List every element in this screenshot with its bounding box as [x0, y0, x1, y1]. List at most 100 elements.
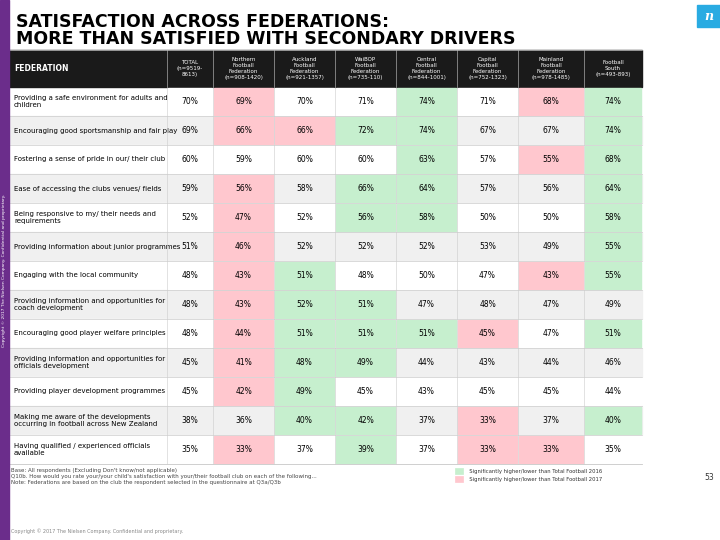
- Text: Encouraging good sportsmanship and fair play: Encouraging good sportsmanship and fair …: [14, 127, 177, 133]
- Bar: [168, 117, 212, 144]
- Text: 55%: 55%: [605, 271, 621, 280]
- Bar: [275, 291, 334, 318]
- Bar: [214, 175, 273, 202]
- Text: 58%: 58%: [605, 213, 621, 222]
- Text: 72%: 72%: [357, 126, 374, 135]
- Text: 42%: 42%: [235, 387, 252, 396]
- Bar: [168, 175, 212, 202]
- Bar: [214, 378, 273, 405]
- Bar: [458, 204, 517, 231]
- Text: 48%: 48%: [479, 300, 496, 309]
- Bar: [9, 232, 642, 261]
- Text: 58%: 58%: [296, 184, 313, 193]
- Bar: [275, 407, 334, 434]
- Text: 49%: 49%: [605, 300, 621, 309]
- Text: 53%: 53%: [479, 242, 496, 251]
- Bar: [336, 378, 395, 405]
- Bar: [697, 5, 720, 27]
- Bar: [168, 320, 212, 347]
- Text: 47%: 47%: [543, 300, 559, 309]
- Bar: [214, 349, 273, 376]
- Bar: [214, 204, 273, 231]
- Text: Significantly higher/lower than Total Football 2016: Significantly higher/lower than Total Fo…: [466, 469, 602, 474]
- Bar: [585, 262, 641, 289]
- Text: 49%: 49%: [543, 242, 559, 251]
- Bar: [214, 117, 273, 144]
- Text: 33%: 33%: [479, 416, 496, 425]
- Bar: [519, 291, 583, 318]
- Bar: [275, 204, 334, 231]
- Bar: [585, 407, 641, 434]
- Text: 68%: 68%: [543, 97, 559, 106]
- Bar: [519, 233, 583, 260]
- Bar: [214, 233, 273, 260]
- Text: 39%: 39%: [357, 445, 374, 454]
- Text: 45%: 45%: [357, 387, 374, 396]
- Bar: [275, 117, 334, 144]
- Bar: [458, 407, 517, 434]
- Bar: [519, 407, 583, 434]
- Text: 51%: 51%: [296, 329, 313, 338]
- Bar: [519, 349, 583, 376]
- Text: 33%: 33%: [543, 445, 559, 454]
- Bar: [458, 349, 517, 376]
- Bar: [168, 204, 212, 231]
- Text: 45%: 45%: [181, 358, 199, 367]
- Text: 51%: 51%: [181, 242, 199, 251]
- Bar: [336, 88, 395, 115]
- Bar: [397, 262, 456, 289]
- Text: Fostering a sense of pride in our/ their club: Fostering a sense of pride in our/ their…: [14, 157, 165, 163]
- Bar: [455, 476, 463, 482]
- Bar: [336, 175, 395, 202]
- Bar: [168, 291, 212, 318]
- Bar: [585, 175, 641, 202]
- Bar: [397, 233, 456, 260]
- Text: 55%: 55%: [605, 242, 621, 251]
- Bar: [214, 320, 273, 347]
- Bar: [9, 435, 642, 464]
- Text: 35%: 35%: [605, 445, 621, 454]
- Bar: [9, 319, 642, 348]
- Text: 57%: 57%: [479, 184, 496, 193]
- Text: Football
South
(n=493-893): Football South (n=493-893): [595, 60, 631, 77]
- Bar: [458, 88, 517, 115]
- Text: 51%: 51%: [605, 329, 621, 338]
- Text: 48%: 48%: [357, 271, 374, 280]
- Bar: [9, 203, 642, 232]
- Bar: [585, 349, 641, 376]
- Text: Providing player development programmes: Providing player development programmes: [14, 388, 165, 395]
- Bar: [519, 204, 583, 231]
- Text: 55%: 55%: [543, 155, 559, 164]
- Text: Base: All respondents (Excluding Don't know/not applicable): Base: All respondents (Excluding Don't k…: [11, 468, 177, 473]
- Text: 48%: 48%: [181, 271, 199, 280]
- Bar: [458, 291, 517, 318]
- Bar: [458, 146, 517, 173]
- Text: Significantly higher/lower than Total Football 2017: Significantly higher/lower than Total Fo…: [466, 476, 602, 482]
- Text: Providing information and opportunities for
officials development: Providing information and opportunities …: [14, 356, 165, 369]
- Text: 71%: 71%: [357, 97, 374, 106]
- Text: 47%: 47%: [543, 329, 559, 338]
- Bar: [214, 436, 273, 463]
- Bar: [336, 117, 395, 144]
- Bar: [336, 233, 395, 260]
- Text: Engaging with the local community: Engaging with the local community: [14, 273, 138, 279]
- Text: 56%: 56%: [235, 184, 252, 193]
- Text: 44%: 44%: [543, 358, 559, 367]
- Bar: [214, 88, 273, 115]
- Bar: [585, 88, 641, 115]
- Bar: [519, 117, 583, 144]
- Bar: [168, 436, 212, 463]
- Bar: [275, 175, 334, 202]
- Bar: [214, 291, 273, 318]
- Bar: [458, 233, 517, 260]
- Text: Central
Football
Federation
(n=844-1001): Central Football Federation (n=844-1001): [407, 57, 446, 80]
- Text: 47%: 47%: [235, 213, 252, 222]
- Text: 50%: 50%: [543, 213, 559, 222]
- Bar: [9, 116, 642, 145]
- Bar: [397, 204, 456, 231]
- Bar: [214, 407, 273, 434]
- Text: 37%: 37%: [418, 416, 435, 425]
- Bar: [336, 349, 395, 376]
- Text: 43%: 43%: [235, 300, 252, 309]
- Text: 43%: 43%: [479, 358, 496, 367]
